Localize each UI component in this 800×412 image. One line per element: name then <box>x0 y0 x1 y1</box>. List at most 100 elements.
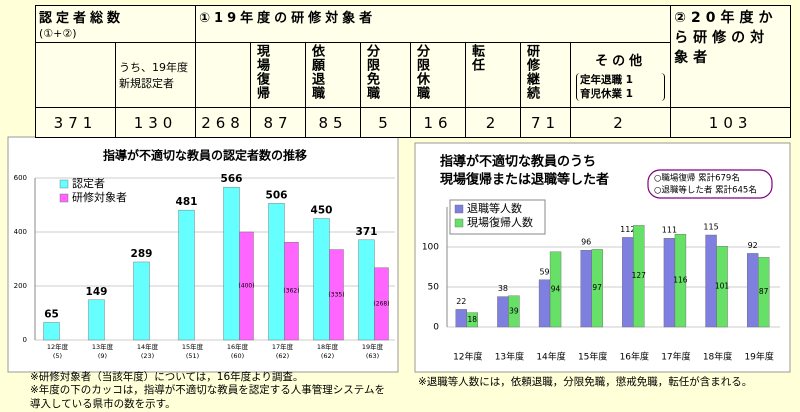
value-label: (362) <box>283 288 299 295</box>
bar <box>497 296 509 328</box>
x-tick-label: 18年度 <box>703 351 732 363</box>
legend-swatch <box>454 204 464 214</box>
value-label: 39 <box>509 306 519 315</box>
summary-table: 認定者総数 (①+②) ①19年度の研修対象者 ②20年度から研修の対象者 うち、… <box>34 5 792 138</box>
bar <box>358 239 375 341</box>
bar <box>622 237 634 328</box>
y-tick-label: 0 <box>23 336 27 344</box>
bar <box>43 322 60 341</box>
annotation: ○退職等した者 累計645名 <box>654 185 757 196</box>
legend-label: 退職等人数 <box>467 201 522 215</box>
x-tick-note: (62) <box>276 352 289 360</box>
bar <box>239 231 254 341</box>
x-tick-label: 19年度 <box>362 342 384 351</box>
x-tick-label: 13年度 <box>495 351 524 363</box>
header-cell: ②20年度から研修の対象者 <box>670 5 792 108</box>
header-cell <box>195 42 252 108</box>
x-tick-label: 18年度 <box>317 342 339 351</box>
bar <box>133 261 150 341</box>
value-label: 127 <box>632 271 647 280</box>
x-tick-label: 19年度 <box>744 351 773 363</box>
value-label: 371 <box>356 226 378 238</box>
header-text: その他 <box>595 54 647 69</box>
legend-swatch <box>59 179 69 189</box>
value-label: 22 <box>456 297 466 306</box>
value-label: 289 <box>131 248 153 260</box>
legend-swatch <box>454 218 464 228</box>
y-tick-label: 100 <box>422 243 439 253</box>
chart-title: 現場復帰または退職等した者 <box>440 172 609 188</box>
x-tick-note: (62) <box>321 352 334 360</box>
header-text: 研修継続 <box>524 44 540 100</box>
bar <box>88 299 105 341</box>
legend-label: 研修対象者 <box>72 190 127 204</box>
y-tick-label: 0 <box>433 323 439 333</box>
bar <box>466 312 479 328</box>
note: ※研修対象者（当該年度）については，16年度より調査。 <box>30 371 304 383</box>
header-text: 現場復帰 <box>254 44 270 100</box>
bar <box>268 203 285 341</box>
bar <box>746 253 759 328</box>
bar <box>591 249 603 328</box>
x-tick-note: (63) <box>366 352 379 360</box>
bar <box>223 186 240 341</box>
header-cell: 依願退職 <box>305 42 362 108</box>
bar <box>716 245 728 328</box>
bar <box>549 251 562 328</box>
value-label: 112 <box>620 225 635 234</box>
bar <box>508 295 520 328</box>
bar <box>455 309 468 328</box>
note: ※年度の下のカッコは，指導が不適切な教員を認定する人事管理システムを導入している… <box>30 384 385 410</box>
x-tick-note: (9) <box>98 352 107 360</box>
legend-label: 現場復帰人数 <box>467 216 533 229</box>
y-tick-label: 200 <box>14 282 27 290</box>
value-cell: 130 <box>114 107 197 138</box>
value-label: 97 <box>592 283 602 292</box>
value-label: 566 <box>221 173 243 185</box>
value-label: 149 <box>86 286 108 298</box>
value-label: 450 <box>311 205 333 217</box>
value-cell: 16 <box>410 107 467 138</box>
value-label: (268) <box>373 300 389 307</box>
x-tick-label: 16年度 <box>227 342 249 351</box>
bar <box>633 225 645 328</box>
bar <box>757 257 770 328</box>
header-cell: 現場復帰 <box>250 42 307 108</box>
value-label: 506 <box>266 189 288 201</box>
value-cell: 87 <box>250 107 307 138</box>
x-tick-note: (51) <box>186 352 199 360</box>
value-label: 96 <box>581 238 591 247</box>
bar <box>374 267 389 341</box>
header-text: 転任 <box>469 44 485 72</box>
value-label: 481 <box>176 196 198 208</box>
x-tick-label: 15年度 <box>578 351 607 363</box>
bar <box>313 218 330 341</box>
value-label: 111 <box>662 226 677 235</box>
value-cell: 71 <box>520 107 572 138</box>
x-tick-label: 12年度 <box>453 351 482 363</box>
header-cell: 転任 <box>465 42 522 108</box>
header-cell: 研修継続 <box>520 42 572 108</box>
value-cell: 268 <box>195 107 252 138</box>
value-label: 115 <box>703 223 718 232</box>
header-text: 分限免職 <box>364 44 380 100</box>
x-tick-note: (5) <box>53 352 62 360</box>
y-tick-label: 600 <box>14 174 27 182</box>
x-tick-label: 17年度 <box>661 351 690 363</box>
x-tick-label: 16年度 <box>620 351 649 363</box>
header-cell: 分限免職 <box>360 42 412 108</box>
x-tick-note: (23) <box>141 352 154 360</box>
value-cell: 85 <box>305 107 362 138</box>
note: ※退職等人数には，依頼退職，分限免職，懲戒免職，転任が含まれる。 <box>418 376 753 388</box>
header-text: 依願退職 <box>309 44 325 100</box>
header-cell: 認定者総数 (①+②) <box>34 5 197 43</box>
bar <box>580 249 592 328</box>
bar <box>284 242 299 341</box>
header-text: 分限休職 <box>414 44 430 100</box>
breakdown: 定年退職 1 <box>580 74 633 86</box>
value-cell: 371 <box>35 107 116 138</box>
bar <box>674 233 687 328</box>
value-label: 92 <box>748 241 758 250</box>
value-label: 18 <box>468 315 478 324</box>
